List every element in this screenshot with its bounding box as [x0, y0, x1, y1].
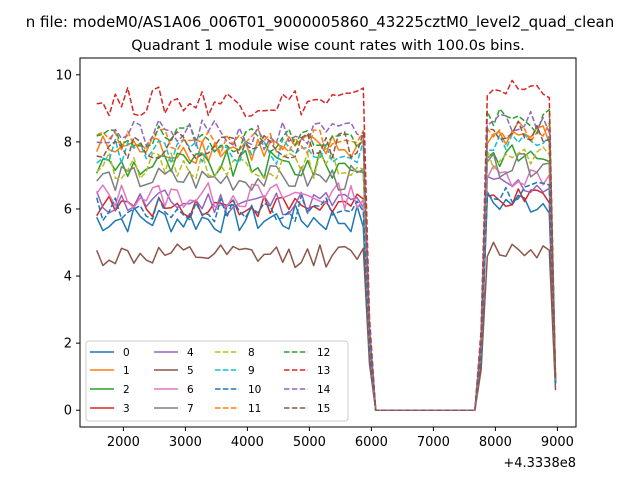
series-line-12 [96, 108, 557, 411]
x-tick-label: 9000 [541, 435, 574, 450]
legend-label-10: 10 [248, 384, 261, 396]
y-tick-label: 0 [64, 404, 72, 419]
legend-label-3: 3 [123, 403, 130, 415]
legend-label-0: 0 [123, 347, 130, 359]
legend-label-7: 7 [187, 403, 194, 415]
figure-suptitle: n file: modeM0/AS1A06_006T01_9000005860_… [26, 13, 615, 32]
x-tick-label: 3000 [169, 435, 202, 450]
series-line-14 [96, 110, 557, 411]
legend-label-4: 4 [187, 347, 194, 359]
y-tick-label: 10 [55, 68, 72, 83]
legend-label-9: 9 [248, 365, 255, 377]
legend-label-8: 8 [248, 347, 255, 359]
y-axis: 0 2 4 6 8 10 [55, 68, 80, 419]
x-tick-label: 5000 [293, 435, 326, 450]
legend-label-14: 14 [317, 384, 331, 396]
legend-label-12: 12 [317, 347, 330, 359]
x-tick-label: 7000 [417, 435, 450, 450]
x-tick-label: 2000 [107, 435, 140, 450]
y-tick-label: 6 [64, 202, 72, 217]
legend-label-13: 13 [317, 365, 330, 377]
chart-title: Quadrant 1 module wise count rates with … [131, 38, 525, 54]
legend-label-1: 1 [123, 365, 130, 377]
x-tick-label: 4000 [231, 435, 264, 450]
series-line-5 [96, 241, 557, 411]
x-tick-label: 8000 [479, 435, 512, 450]
y-tick-label: 4 [64, 270, 72, 285]
series-layer [95, 79, 557, 411]
legend-label-11: 11 [248, 403, 261, 415]
series-line-15 [96, 120, 557, 411]
legend-box [85, 340, 349, 422]
legend-label-15: 15 [317, 403, 330, 415]
x-axis: 2000 3000 4000 5000 6000 7000 8000 9000 [107, 427, 574, 450]
series-line-10 [95, 181, 557, 411]
x-tick-label: 6000 [355, 435, 388, 450]
legend-label-2: 2 [123, 384, 130, 396]
legend-label-5: 5 [187, 365, 194, 377]
legend-label-6: 6 [187, 384, 194, 396]
series-line-8 [96, 146, 557, 411]
y-tick-label: 2 [64, 337, 72, 352]
plot-frame [79, 57, 577, 428]
y-tick-label: 8 [64, 135, 72, 150]
x-axis-offset-label: +4.3338e8 [503, 456, 576, 471]
